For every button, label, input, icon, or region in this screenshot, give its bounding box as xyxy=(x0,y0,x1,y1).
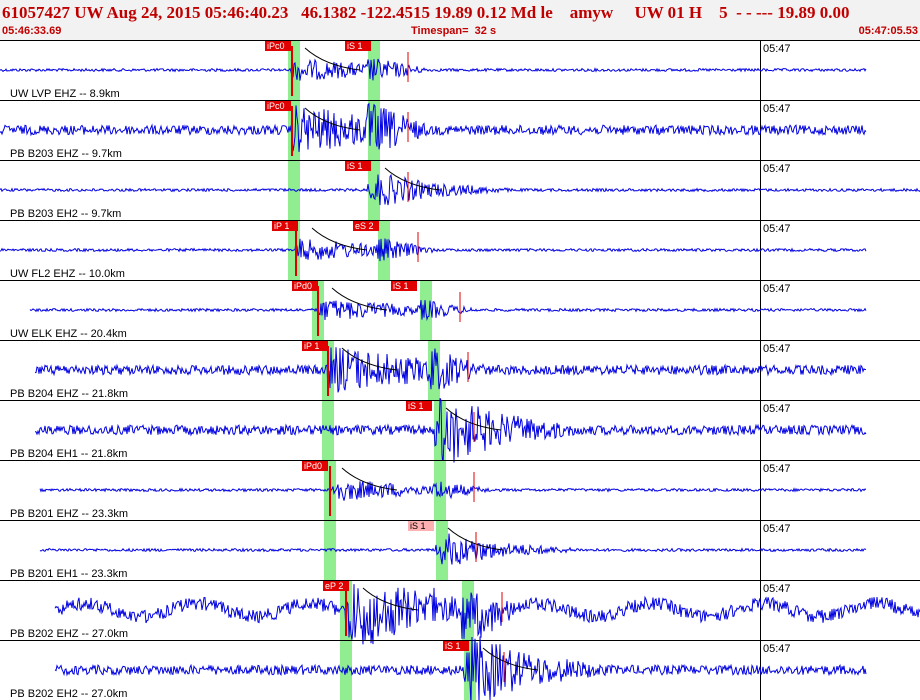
p-pick-label: iPd0 xyxy=(294,281,312,291)
s-pick-label-box[interactable] xyxy=(406,401,432,411)
travel-time-curve xyxy=(331,287,388,311)
trace-row[interactable]: 05:47 iP 1 PB B204 EHZ -- 21.8km xyxy=(0,340,920,400)
station-label: PB B201 EHZ -- 23.3km xyxy=(10,508,128,520)
minute-tick-label: 05:47 xyxy=(763,403,791,415)
waveform xyxy=(29,300,867,322)
waveform xyxy=(39,533,867,565)
p-pick-label-box[interactable] xyxy=(265,101,291,111)
start-time-label: 05:46:33.69 xyxy=(2,25,62,37)
s-pick-label-box[interactable] xyxy=(353,221,379,231)
p-pick-label: eP 2 xyxy=(325,581,343,591)
trace-row[interactable]: 05:47 iS 1 PB B202 EH2 -- 27.0km xyxy=(0,636,920,700)
travel-time-curve xyxy=(445,407,502,431)
s-pick-label: eS 2 xyxy=(355,221,374,231)
p-pick-label: iP 1 xyxy=(274,221,289,231)
s-pick-label-box[interactable] xyxy=(345,41,371,51)
minute-tick-label: 05:47 xyxy=(763,523,791,535)
travel-time-curve xyxy=(341,347,398,371)
trace-row[interactable]: 05:47 iPd0 PB B201 EHZ -- 23.3km xyxy=(0,460,920,520)
p-pick-label-box[interactable] xyxy=(302,461,328,471)
waveform xyxy=(0,58,867,81)
station-label: PB B204 EHZ -- 21.8km xyxy=(10,388,128,400)
p-pick-label: iPc0 xyxy=(267,41,285,51)
event-summary-title: 61057427 UW Aug 24, 2015 05:46:40.23 46.… xyxy=(2,3,850,22)
trace-row[interactable]: 05:47 iPc0 PB B203 EHZ -- 9.7km xyxy=(0,100,920,160)
s-window-highlight xyxy=(434,400,446,460)
trace-row[interactable]: 05:47 iPd0 iS 1 UW ELK EHZ -- 20.4km xyxy=(0,280,920,340)
s-pick-label: iS 1 xyxy=(408,401,424,411)
waveform xyxy=(54,584,920,645)
s-pick-label-box[interactable] xyxy=(443,641,469,651)
p-pick-label-box[interactable] xyxy=(292,281,318,291)
timespan-label: Timespan= 32 s xyxy=(411,25,497,37)
waveform xyxy=(54,636,867,700)
waveform xyxy=(35,397,867,467)
station-label: PB B203 EH2 -- 9.7km xyxy=(10,208,121,220)
travel-time-curve xyxy=(362,587,419,611)
trace-panel[interactable]: 05:47 iPc0 iS 1 UW LVP EHZ -- 8.9km 05:47 iPc… xyxy=(0,40,920,700)
s-window-highlight xyxy=(368,40,380,100)
p-pick-label-box[interactable] xyxy=(265,41,291,51)
station-label: PB B203 EHZ -- 9.7km xyxy=(10,148,122,160)
station-label: UW FL2 EHZ -- 10.0km xyxy=(10,268,125,280)
waveform xyxy=(39,481,867,501)
trace-row[interactable]: 05:47 iS 1 PB B203 EH2 -- 9.7km xyxy=(0,160,920,220)
event-header: 61057427 UW Aug 24, 2015 05:46:40.23 46.… xyxy=(0,0,920,40)
travel-time-curve xyxy=(341,467,398,491)
minute-tick-label: 05:47 xyxy=(763,643,791,655)
minute-tick-label: 05:47 xyxy=(763,343,791,355)
s-window-highlight xyxy=(368,160,380,220)
station-label: UW LVP EHZ -- 8.9km xyxy=(10,88,120,100)
trace-row[interactable]: 05:47 iS 1 PB B201 EH1 -- 23.3km xyxy=(0,520,920,580)
s-pick-label: iS 1 xyxy=(445,641,461,651)
trace-row[interactable]: 05:47 eP 2 PB B202 EHZ -- 27.0km xyxy=(0,580,920,645)
minute-tick-label: 05:47 xyxy=(763,163,791,175)
station-label: PB B202 EH2 -- 27.0km xyxy=(10,688,127,700)
p-pick-label-box[interactable] xyxy=(302,341,328,351)
s-pick-label: iS 1 xyxy=(347,161,363,171)
s-pick-label: iS 1 xyxy=(347,41,363,51)
travel-time-curve xyxy=(311,227,368,251)
station-label: PB B204 EH1 -- 21.8km xyxy=(10,448,127,460)
p-pick-label-box[interactable] xyxy=(272,221,298,231)
minute-tick-label: 05:47 xyxy=(763,283,791,295)
trace-row[interactable]: 05:47 iP 1 eS 2 UW FL2 EHZ -- 10.0km xyxy=(0,220,920,280)
end-time-label: 05:47:05.53 xyxy=(858,25,918,37)
travel-time-curve xyxy=(304,47,361,71)
station-label: UW ELK EHZ -- 20.4km xyxy=(10,328,127,340)
waveform xyxy=(0,102,867,152)
s-pick-label-box[interactable] xyxy=(408,521,434,531)
trace-row[interactable]: 05:47 iS 1 PB B204 EH1 -- 21.8km xyxy=(0,397,920,467)
minute-tick-label: 05:47 xyxy=(763,223,791,235)
s-pick-label-box[interactable] xyxy=(391,281,417,291)
minute-tick-label: 05:47 xyxy=(763,583,791,595)
s-pick-label: iS 1 xyxy=(393,281,409,291)
travel-time-curve xyxy=(304,107,361,131)
p-pick-label: iP 1 xyxy=(304,341,319,351)
p-pick-label: iPd0 xyxy=(304,461,322,471)
minute-tick-label: 05:47 xyxy=(763,463,791,475)
waveform xyxy=(0,173,920,206)
trace-row[interactable]: 05:47 iPc0 iS 1 UW LVP EHZ -- 8.9km xyxy=(0,40,920,100)
p-pick-label: iPc0 xyxy=(267,101,285,111)
s-window-highlight xyxy=(436,520,448,580)
p-window-highlight xyxy=(324,520,336,580)
waveform xyxy=(34,347,867,394)
travel-time-curve xyxy=(447,527,504,551)
s-pick-label-box[interactable] xyxy=(345,161,371,171)
s-pick-label: iS 1 xyxy=(410,521,426,531)
station-label: PB B201 EH1 -- 23.3km xyxy=(10,568,127,580)
travel-time-curve xyxy=(384,167,441,191)
minute-tick-label: 05:47 xyxy=(763,43,791,55)
waveform xyxy=(0,238,867,262)
travel-time-curve xyxy=(482,647,539,671)
station-label: PB B202 EHZ -- 27.0km xyxy=(10,628,128,640)
minute-tick-label: 05:47 xyxy=(763,103,791,115)
p-pick-label-box[interactable] xyxy=(323,581,349,591)
